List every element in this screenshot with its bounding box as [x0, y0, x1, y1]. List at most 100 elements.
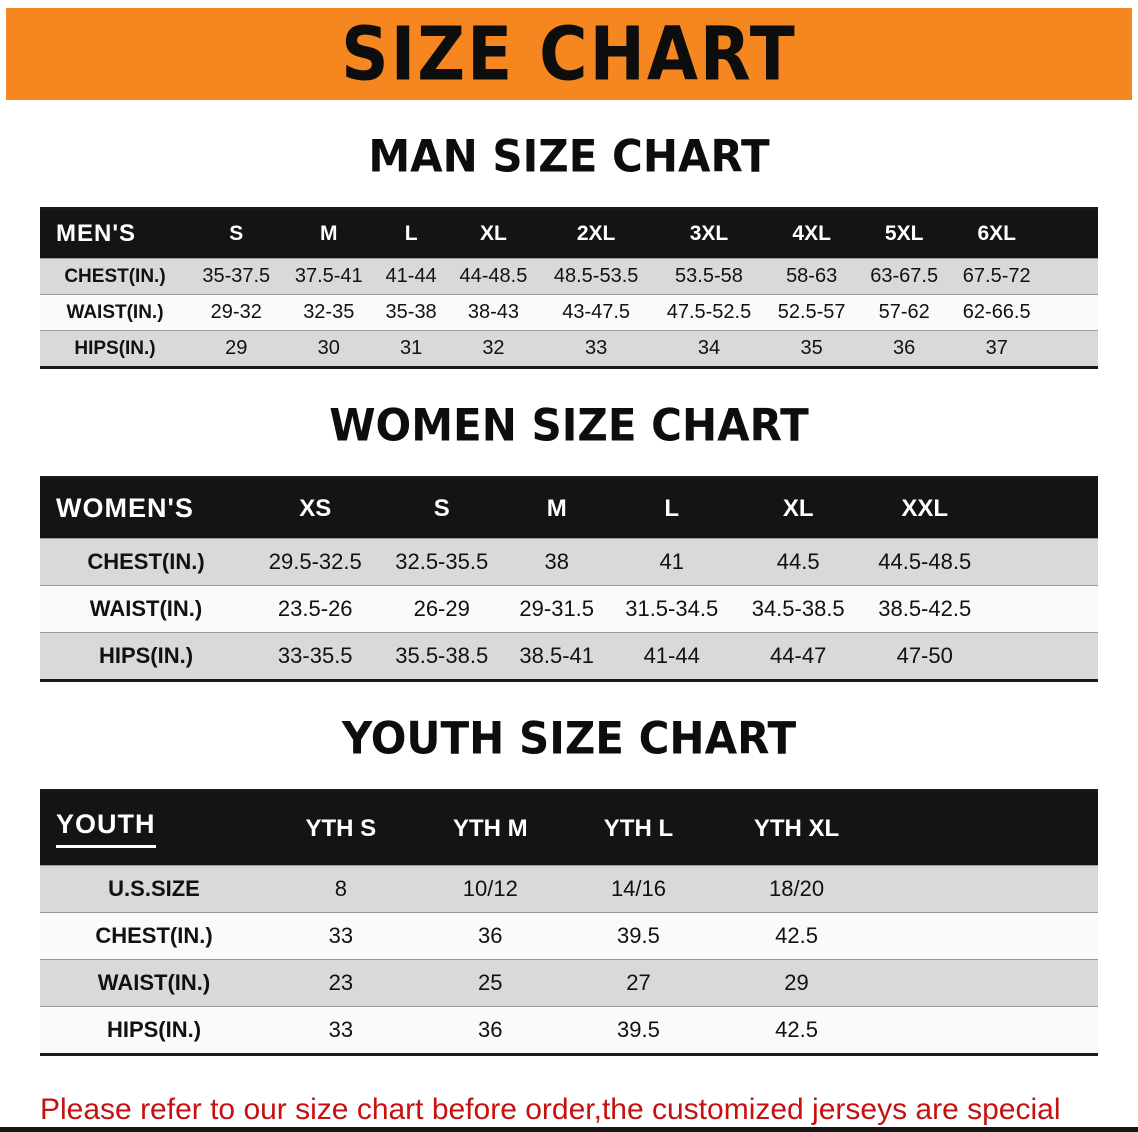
size-value-cell: 34: [697, 337, 721, 359]
size-value-cell: 43-47.5: [562, 301, 631, 323]
spacer-cell: [1043, 295, 1098, 331]
measurement-row: HIPS(IN.) 33 36 39.5 42.5: [40, 1006, 1098, 1055]
page-title: SIZE CHART: [341, 10, 797, 98]
size-value-cell: 29-32: [210, 301, 262, 323]
spacer-cell: [988, 539, 1098, 586]
size-value-cell: 39.5: [617, 923, 660, 948]
size-value-cell: 33: [328, 923, 354, 948]
size-value-cell: 41-44: [643, 643, 700, 668]
size-value-cell: 37: [985, 337, 1008, 359]
size-value-cell: 35.5-38.5: [395, 643, 489, 668]
size-value-cell: 63-67.5: [870, 265, 939, 287]
size-value-cell: 62-66.5: [962, 301, 1031, 323]
size-value-cell: 26-29: [413, 596, 470, 621]
row-label: U.S.SIZE: [108, 876, 200, 901]
size-value-cell: 29: [784, 970, 809, 995]
size-column-header: YTH S: [268, 790, 414, 866]
measurement-row: WAIST(IN.) 23 25 27 29: [40, 959, 1098, 1007]
measurement-row: CHEST(IN.) 33 36 39.5 42.5: [40, 912, 1098, 960]
size-value-cell: 25: [478, 970, 503, 995]
size-column-header: 4XL: [765, 208, 858, 259]
size-value-cell: 37.5-41: [294, 265, 363, 287]
women-size-section: WOMEN SIZE CHART WOMEN'S XS S M L XL XXL CHEST(…: [0, 399, 1138, 682]
size-value-cell: 42.5: [775, 923, 818, 948]
spacer-cell: [988, 633, 1098, 681]
size-value-cell: 58-63: [786, 265, 838, 287]
size-column-header: M: [282, 208, 376, 259]
size-column-header: XS: [252, 477, 379, 539]
size-column-header: XXL: [861, 477, 988, 539]
women-size-table: WOMEN'S XS S M L XL XXL CHEST(IN.) 29.5-32.5 32.5…: [40, 476, 1098, 682]
spacer-cell: [988, 477, 1098, 539]
size-value-cell: 44.5-48.5: [878, 549, 972, 574]
size-value-cell: 33: [328, 1017, 354, 1042]
disclaimer-line-1: Please refer to our size chart before or…: [40, 1093, 1061, 1126]
size-value-cell: 38-43: [467, 301, 520, 323]
size-column-header: XL: [447, 208, 540, 259]
size-value-cell: 35: [800, 337, 823, 359]
spacer-cell: [883, 913, 1098, 960]
measurement-row: U.S.SIZE 8 10/12 14/16 18/20: [40, 865, 1098, 913]
row-label: WAIST(IN.): [97, 970, 211, 995]
table-corner-label-text: YOUTH: [56, 809, 156, 848]
size-column-header: XL: [734, 477, 862, 539]
size-value-cell: 47.5-52.5: [666, 301, 752, 323]
youth-size-section: YOUTH SIZE CHART YOUTH YTH S YTH M YTH L YTH…: [0, 713, 1138, 1056]
size-column-header: YTH M: [413, 790, 567, 866]
measurement-row: WAIST(IN.) 23.5-26 26-29 29-31.5 31.5-34.5 34…: [40, 585, 1098, 633]
size-value-cell: 32.5-35.5: [395, 549, 489, 574]
size-value-cell: 31.5-34.5: [625, 596, 719, 621]
size-value-cell: 35-38: [385, 301, 437, 323]
size-value-cell: 44.5: [776, 549, 820, 574]
size-column-header: 5XL: [857, 208, 951, 259]
row-label: CHEST(IN.): [87, 549, 205, 574]
spacer-cell: [1043, 259, 1098, 295]
size-value-cell: 18/20: [769, 876, 825, 901]
size-value-cell: 36: [893, 337, 916, 359]
size-value-cell: 33-35.5: [277, 643, 353, 668]
row-label: CHEST(IN.): [64, 265, 166, 287]
size-value-cell: 44-48.5: [459, 265, 528, 287]
size-value-cell: 39.5: [617, 1017, 660, 1042]
spacer-cell: [988, 586, 1098, 633]
size-value-cell: 36: [478, 923, 503, 948]
size-column-header: M: [504, 477, 609, 539]
size-value-cell: 38: [544, 549, 569, 574]
size-column-header: 2XL: [539, 208, 653, 259]
spacer-cell: [883, 960, 1098, 1007]
measurement-row: CHEST(IN.) 35-37.5 37.5-41 41-44 44-48.5 48.5…: [40, 258, 1098, 295]
size-value-cell: 57-62: [878, 301, 930, 323]
banner: SIZE CHART: [6, 8, 1132, 100]
size-column-header: S: [378, 477, 505, 539]
man-size-heading: MAN SIZE CHART: [368, 130, 770, 183]
size-value-cell: 35-37.5: [202, 265, 271, 287]
size-column-header: YTH XL: [710, 790, 883, 866]
size-column-header: L: [375, 208, 448, 259]
row-label: WAIST(IN.): [66, 301, 164, 323]
measurement-row: HIPS(IN.) 33-35.5 35.5-38.5 38.5-41 41-44 44-…: [40, 632, 1098, 681]
size-value-cell: 41: [659, 549, 684, 574]
size-value-cell: 8: [334, 876, 347, 901]
size-value-cell: 14/16: [610, 876, 666, 901]
row-label: HIPS(IN.): [74, 337, 156, 359]
size-value-cell: 52.5-57: [777, 301, 846, 323]
size-value-cell: 38.5-42.5: [878, 596, 972, 621]
size-value-cell: 32: [482, 337, 505, 359]
size-value-cell: 10/12: [462, 876, 518, 901]
table-header-row: MEN'S S M L XL 2XL 3XL 4XL 5XL 6XL: [40, 208, 1098, 259]
women-size-heading: WOMEN SIZE CHART: [329, 399, 809, 452]
size-value-cell: 23: [328, 970, 354, 995]
size-value-cell: 29-31.5: [519, 596, 595, 621]
spacer-cell: [883, 790, 1098, 866]
size-column-header: S: [190, 208, 283, 259]
size-value-cell: 36: [478, 1017, 503, 1042]
man-size-table: MEN'S S M L XL 2XL 3XL 4XL 5XL 6XL CHEST(IN.) 35-37…: [40, 207, 1098, 369]
table-header-row: WOMEN'S XS S M L XL XXL: [40, 477, 1098, 539]
size-value-cell: 44-47: [770, 643, 827, 668]
size-value-cell: 32-35: [303, 301, 355, 323]
size-value-cell: 34.5-38.5: [751, 596, 845, 621]
row-label: CHEST(IN.): [95, 923, 213, 948]
row-label: WAIST(IN.): [89, 596, 203, 621]
size-value-cell: 30: [317, 337, 340, 359]
